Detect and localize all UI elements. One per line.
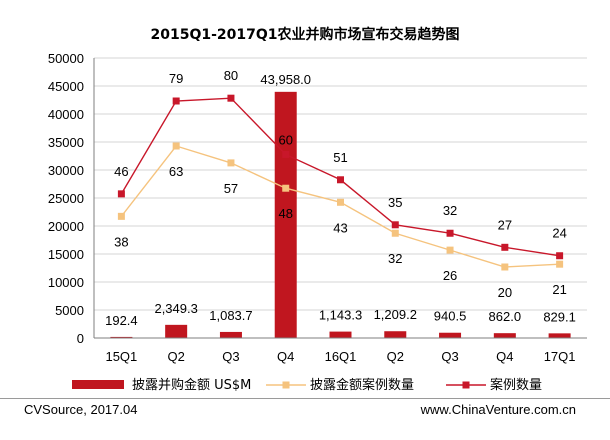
data-labels: 192.4 2,349.3 1,083.7 43,958.0 1,143.3 1,209.…: [105, 68, 576, 328]
y-tick-label: 0: [77, 331, 84, 346]
bar-16q1-4: [329, 331, 352, 338]
total-cases-label: 24: [552, 226, 566, 241]
total-cases-label: 80: [224, 68, 238, 83]
x-tick-label: 16Q1: [325, 349, 357, 364]
marker-total-cases-6: [446, 229, 454, 237]
marker-disclosed-cases-8: [556, 260, 564, 268]
legend-swatch-total-marker: [462, 381, 470, 389]
disclosed-cases-label: 57: [224, 181, 238, 196]
x-tick-label: 15Q1: [105, 349, 137, 364]
marker-total-cases-5: [391, 221, 399, 229]
total-cases-label: 32: [443, 203, 457, 218]
marker-disclosed-cases-5: [391, 229, 399, 237]
disclosed-cases-label: 48: [278, 206, 292, 221]
bar-value-label: 862.0: [489, 309, 522, 324]
marker-total-cases-3: [282, 150, 290, 158]
marker-disclosed-cases-7: [501, 263, 509, 271]
bar-value-label: 829.1: [543, 309, 576, 324]
bar-value-label: 1,209.2: [374, 307, 417, 322]
disclosed-cases-label: 21: [552, 282, 566, 297]
x-tick-label: Q3: [441, 349, 458, 364]
disclosed-cases-label: 63: [169, 164, 183, 179]
source-note: CVSource, 2017.04: [24, 402, 138, 417]
total-cases-label: 46: [114, 164, 128, 179]
marker-disclosed-cases-2: [227, 159, 235, 167]
bar-q3-6: [439, 332, 462, 338]
y-tick-label: 10000: [48, 275, 84, 290]
marker-disclosed-cases-4: [337, 198, 344, 206]
x-tick-label: Q4: [277, 349, 294, 364]
x-tick-label: Q3: [222, 349, 239, 364]
marker-total-cases-4: [337, 176, 344, 184]
marker-disclosed-cases-3: [282, 184, 290, 192]
legend: 披露并购金额 US$M 披露金额案例数量 案例数量: [72, 377, 542, 393]
gridlines: [94, 57, 587, 339]
website-link[interactable]: www.ChinaVenture.com.cn: [420, 402, 576, 417]
bar-q4-7: [493, 333, 516, 338]
legend-swatch-disclosed-marker: [282, 381, 290, 389]
bar-q3-2: [219, 331, 242, 338]
disclosed-cases-label: 20: [498, 285, 512, 300]
x-tick-label: 17Q1: [544, 349, 576, 364]
y-tick-label: 50000: [48, 51, 84, 66]
footer-divider: [0, 398, 610, 399]
total-cases-label: 60: [278, 132, 292, 147]
disclosed-cases-label: 38: [114, 234, 128, 249]
legend-swatch-bar: [72, 380, 124, 389]
marker-total-cases-8: [556, 252, 564, 260]
disclosed-cases-label: 43: [333, 220, 347, 235]
marker-disclosed-cases-6: [446, 246, 454, 254]
legend-label-disclosed-cases: 披露金额案例数量: [310, 377, 414, 393]
marker-total-cases-1: [172, 97, 180, 105]
marker-disclosed-cases-0: [117, 212, 125, 220]
marker-total-cases-7: [501, 243, 509, 251]
y-tick-label: 35000: [48, 135, 84, 150]
y-tick-label: 5000: [55, 303, 84, 318]
legend-label-total-cases: 案例数量: [490, 378, 542, 393]
legend-label-amount: 披露并购金额 US$M: [132, 377, 251, 393]
y-axis: 0 5000 10000 15000 20000 25000 30000 35000 40000…: [48, 51, 95, 346]
y-tick-label: 25000: [48, 191, 84, 206]
marker-disclosed-cases-1: [172, 142, 180, 150]
total-cases-label: 79: [169, 71, 183, 86]
marker-total-cases-0: [117, 190, 125, 198]
y-tick-label: 30000: [48, 163, 84, 178]
x-axis: 15Q1 Q2 Q3 Q4 16Q1 Q2 Q3 Q4 17Q1: [94, 337, 587, 364]
x-tick-label: Q2: [167, 349, 184, 364]
bar-q2-5: [384, 331, 407, 338]
total-cases-label: 27: [498, 217, 512, 232]
marker-total-cases-2: [227, 94, 235, 102]
x-tick-label: Q4: [496, 349, 513, 364]
y-tick-label: 40000: [48, 107, 84, 122]
chart-title: 2015Q1-2017Q1农业并购市场宣布交易趋势图: [150, 26, 459, 43]
disclosed-cases-label: 26: [443, 268, 457, 283]
bar-value-label: 2,349.3: [154, 301, 197, 316]
bar-15q1-0: [110, 336, 133, 338]
line-series: [117, 94, 564, 271]
total-cases-label: 51: [333, 150, 347, 165]
bar-value-label: 43,958.0: [260, 72, 311, 87]
bar-value-label: 1,143.3: [319, 308, 362, 323]
bar-value-label: 940.5: [434, 309, 467, 324]
y-tick-label: 45000: [48, 79, 84, 94]
total-cases-label: 35: [388, 195, 402, 210]
bar-q2-1: [165, 324, 188, 338]
bar-value-label: 192.4: [105, 313, 138, 328]
x-tick-label: Q2: [387, 349, 404, 364]
bar-q4-3: [274, 91, 297, 338]
y-tick-label: 20000: [48, 219, 84, 234]
y-tick-label: 15000: [48, 247, 84, 262]
bar-value-label: 1,083.7: [209, 308, 252, 323]
disclosed-cases-label: 32: [388, 251, 402, 266]
bar-series: [110, 91, 571, 338]
bar-17q1-8: [548, 333, 571, 338]
